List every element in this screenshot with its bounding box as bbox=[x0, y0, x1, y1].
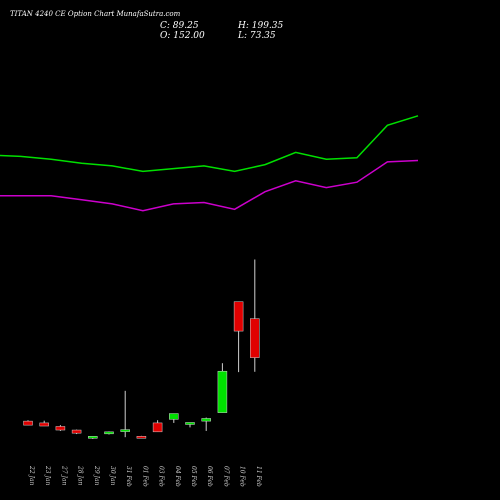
candle bbox=[201, 417, 211, 431]
candle bbox=[136, 435, 147, 439]
candle-body-up bbox=[217, 370, 228, 413]
x-tick-label: 04 Feb bbox=[174, 466, 181, 487]
x-tick-label: 10 Feb bbox=[239, 466, 246, 487]
x-tick-label: 22 Jan bbox=[28, 465, 35, 486]
candle bbox=[120, 390, 130, 438]
chart-header: TITAN 4240 CE Option Chart MunafaSutra.c… bbox=[10, 10, 284, 41]
chart-title: TITAN 4240 CE Option Chart MunafaSutra.c… bbox=[10, 10, 181, 18]
candle bbox=[23, 420, 33, 426]
candle-body-down bbox=[152, 422, 163, 433]
candle-body-up bbox=[185, 422, 195, 425]
candle bbox=[233, 301, 244, 373]
lower-band-line bbox=[0, 159, 419, 212]
candle bbox=[169, 413, 179, 423]
candle-body-up bbox=[104, 431, 114, 435]
close-value: C: 89.25 bbox=[160, 21, 199, 31]
candle bbox=[39, 420, 49, 427]
candle-body-down bbox=[55, 426, 66, 431]
candle-body-down bbox=[250, 318, 260, 358]
x-tick-label: 01 Feb bbox=[141, 466, 148, 487]
indicator-lines bbox=[0, 115, 419, 212]
candle bbox=[104, 431, 114, 435]
x-tick-label: 23 Jan bbox=[44, 465, 51, 486]
x-tick-label: 11 Feb bbox=[255, 466, 262, 487]
candle-body-down bbox=[39, 422, 49, 427]
candle-body-up bbox=[120, 429, 130, 432]
candle bbox=[152, 420, 163, 433]
candle-body-up bbox=[201, 418, 211, 422]
candle bbox=[55, 425, 66, 431]
x-tick-label: 05 Feb bbox=[190, 466, 197, 487]
candle bbox=[217, 363, 228, 413]
x-tick-label: 03 Feb bbox=[158, 466, 165, 487]
candle-body-down bbox=[23, 420, 33, 426]
candle-body-up bbox=[169, 413, 179, 420]
x-tick-label: 06 Feb bbox=[206, 466, 213, 487]
candle bbox=[71, 429, 82, 435]
candle bbox=[250, 259, 260, 372]
x-tick-label: 28 Jan bbox=[77, 465, 84, 486]
candles bbox=[23, 259, 260, 439]
candle bbox=[88, 436, 98, 439]
x-tick-label: 07 Feb bbox=[222, 466, 229, 487]
candle-body-up bbox=[88, 436, 98, 439]
candle-body-down bbox=[233, 301, 244, 332]
low-value: L: 73.35 bbox=[237, 31, 276, 41]
upper-band-line bbox=[0, 115, 419, 173]
candle-body-down bbox=[136, 436, 147, 439]
x-tick-label: 27 Jan bbox=[60, 465, 67, 486]
open-value: O: 152.00 bbox=[160, 31, 205, 41]
candle-body-down bbox=[71, 429, 82, 434]
x-tick-label: 31 Feb bbox=[125, 466, 132, 487]
x-axis: 22 Jan 23 Jan 27 Jan 28 Jan 29 Jan 30 Jan 31 F… bbox=[28, 465, 262, 487]
x-tick-label: 29 Jan bbox=[93, 465, 100, 486]
high-value: H: 199.35 bbox=[237, 21, 284, 31]
x-tick-label: 30 Jan bbox=[109, 466, 116, 486]
candle bbox=[185, 422, 195, 428]
